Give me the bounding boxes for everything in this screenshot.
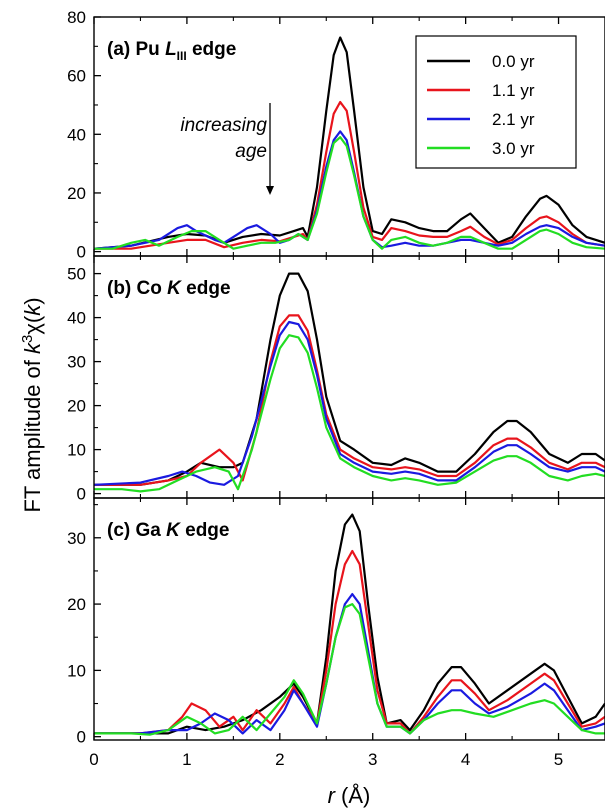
y-tick-label: 20 [67,184,86,203]
legend-label: 2.1 yr [492,110,535,129]
y-tick-label: 60 [67,67,86,86]
series-line-0-0-yr [94,272,605,486]
x-tick-label: 1 [182,750,191,769]
y-tick-label: 80 [67,8,86,27]
y-tick-label: 30 [67,529,86,548]
series-line-3-0-yr [94,603,605,736]
series-line-1-1-yr [94,100,605,250]
x-axis-label: r (Å) [328,783,371,808]
series-line-3-0-yr [94,136,605,250]
panel-b: 0 10 20 30 40 50 (b) Co K edge [67,255,605,504]
panel-frame [93,497,605,741]
panel-c: 0 10 20 30 0 1 2 3 4 5 (c) Ga K edge [67,497,605,769]
y-tick-label: 10 [67,661,86,680]
series-line-2-1-yr [94,320,605,486]
y-tick-label: 40 [67,309,86,328]
x-tick-label: 0 [89,750,98,769]
series-line-1-1-yr [94,314,605,486]
y-tick-label: 0 [77,728,86,747]
panel-title: (a) Pu LIII edge [107,39,236,63]
y-tick-label: 50 [67,265,86,284]
series-line-0-0-yr [94,36,605,250]
annotation-arrow-head [266,186,274,195]
panel-title: (b) Co K edge [107,278,231,299]
y-axis-label: FT amplitude of k3χ(k) [19,297,45,512]
y-tick-label: 20 [67,397,86,416]
legend-label: 0.0 yr [492,52,535,71]
y-tick-label: 0 [77,243,86,262]
x-tick-label: 4 [461,750,470,769]
series-line-2-1-yr [94,593,605,735]
annotation-age: age [235,141,267,162]
series-line-0-0-yr [94,513,605,735]
x-tick-label: 3 [368,750,377,769]
legend-label: 3.0 yr [492,139,535,158]
legend-box [415,35,577,169]
y-tick-label: 30 [67,353,86,372]
y-tick-label: 10 [67,441,86,460]
x-tick-label: 2 [275,750,284,769]
x-tick-label: 5 [554,750,563,769]
y-tick-label: 40 [67,125,86,144]
panel-a: 0 20 40 60 80 (a) Pu LIII edge [67,8,605,262]
y-tick-label: 0 [77,485,86,504]
panel-title: (c) Ga K edge [107,520,229,541]
y-tick-label: 20 [67,595,86,614]
annotation-increasing: increasing [180,115,267,136]
series-line-1-1-yr [94,549,605,735]
legend-label: 1.1 yr [492,81,535,100]
series-line-3-0-yr [94,334,605,493]
legend: 0.0 yr 1.1 yr 2.1 yr 3.0 yr [415,35,577,169]
